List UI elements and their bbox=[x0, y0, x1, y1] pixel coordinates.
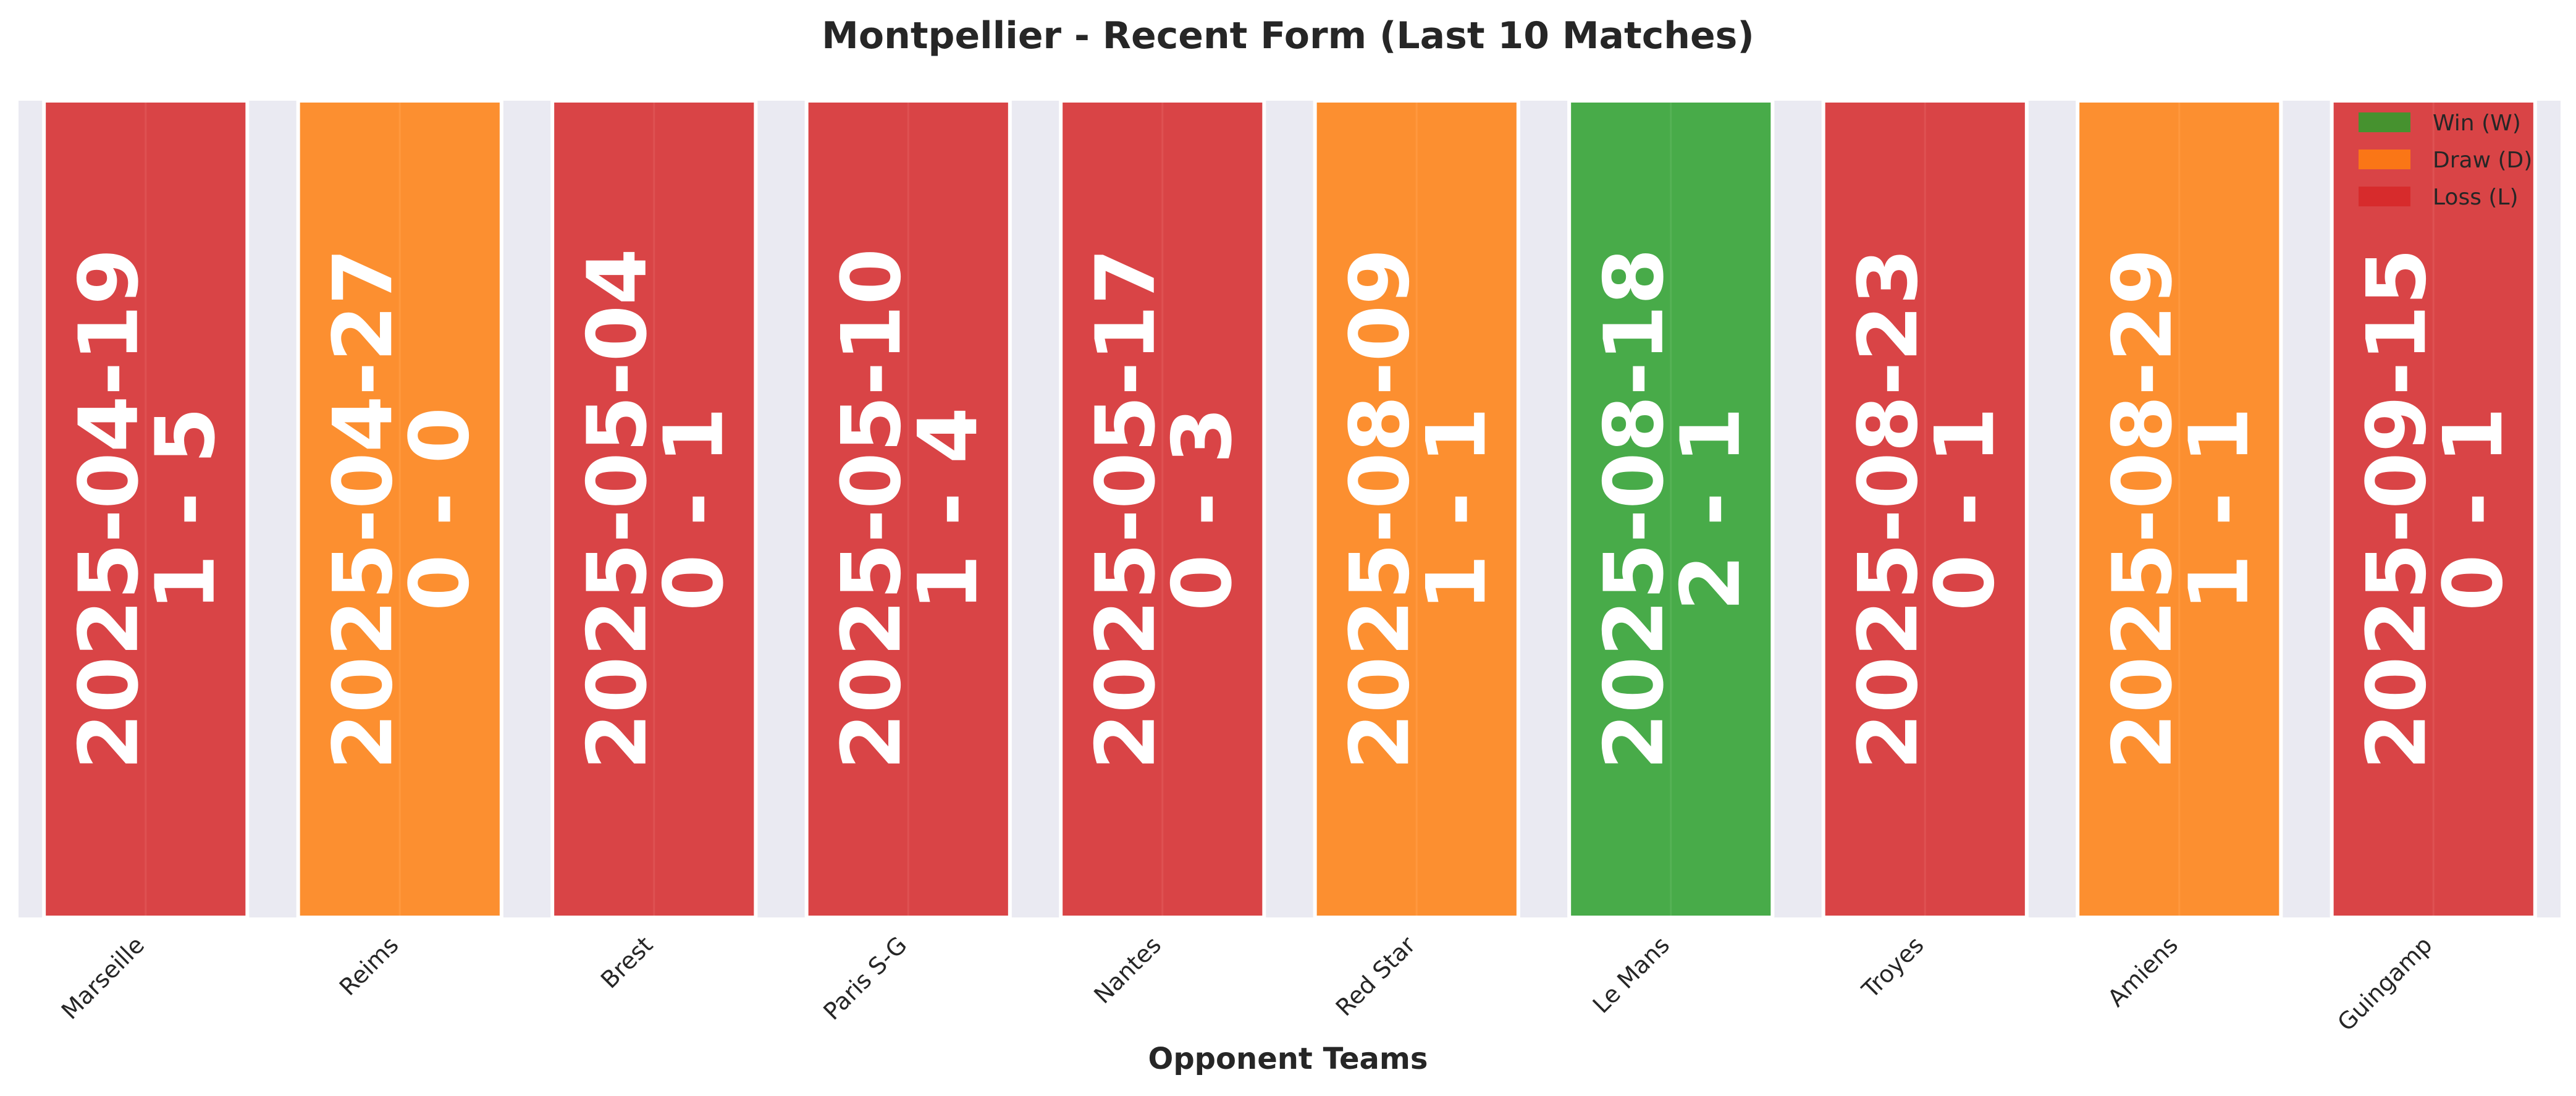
match-date-label: 2025-04-27 bbox=[316, 248, 411, 770]
legend-label: Loss (L) bbox=[2433, 185, 2519, 210]
bar bbox=[296, 99, 503, 919]
bar bbox=[550, 99, 758, 919]
legend-swatch bbox=[2359, 187, 2410, 206]
bar bbox=[1567, 99, 1775, 919]
match-date-label: 2025-04-19 bbox=[62, 248, 157, 770]
bar bbox=[42, 99, 250, 919]
bar-label: 2025-09-150 - 1 bbox=[2349, 248, 2521, 770]
bar-label: 2025-04-191 - 5 bbox=[62, 248, 234, 770]
bar-label: 2025-08-291 - 1 bbox=[2095, 248, 2267, 770]
match-score-label: 0 - 1 bbox=[1917, 407, 2013, 611]
bar bbox=[1313, 99, 1520, 919]
legend-swatch bbox=[2359, 150, 2410, 169]
match-score-label: 1 - 1 bbox=[2172, 407, 2267, 611]
x-tick-label: Reims bbox=[334, 931, 404, 1001]
x-tick-label: Nantes bbox=[1088, 931, 1166, 1009]
match-date-label: 2025-05-17 bbox=[1079, 248, 1174, 770]
x-tick-label: Le Mans bbox=[1588, 931, 1675, 1018]
legend-label: Win (W) bbox=[2433, 111, 2521, 136]
legend-item: Loss (L) bbox=[2359, 185, 2519, 210]
legend-item: Win (W) bbox=[2359, 111, 2521, 136]
match-score-label: 0 - 0 bbox=[392, 407, 487, 611]
x-tick-label: Paris S-G bbox=[818, 931, 912, 1025]
x-tick-label: Marseille bbox=[56, 931, 149, 1024]
match-date-label: 2025-08-18 bbox=[1587, 248, 1682, 770]
x-tick-labels: Marseille Reims Brest Paris S-G Nantes Red St… bbox=[56, 931, 2438, 1036]
match-score-label: 1 - 4 bbox=[901, 407, 996, 611]
bar-label: 2025-05-040 - 1 bbox=[570, 248, 742, 770]
x-tick-label: Brest bbox=[596, 931, 658, 993]
bar-labels: 2025-04-191 - 5 2025-04-270 - 0 2025-05-04… bbox=[62, 248, 2522, 770]
bar-label: 2025-08-230 - 1 bbox=[1841, 248, 2013, 770]
bar bbox=[804, 99, 1012, 919]
match-score-label: 0 - 1 bbox=[2426, 407, 2521, 611]
match-date-label: 2025-08-09 bbox=[1332, 248, 1428, 770]
match-score-label: 1 - 5 bbox=[138, 407, 234, 611]
legend-item: Draw (D) bbox=[2359, 148, 2532, 173]
match-date-label: 2025-05-10 bbox=[824, 248, 919, 770]
chart-title: Montpellier - Recent Form (Last 10 Match… bbox=[822, 14, 1754, 57]
x-tick-label: Amiens bbox=[2102, 931, 2183, 1012]
match-score-label: 0 - 1 bbox=[647, 407, 742, 611]
x-tick-label: Guingamp bbox=[2332, 931, 2437, 1036]
match-score-label: 2 - 1 bbox=[1664, 407, 1759, 611]
bar-label: 2025-08-091 - 1 bbox=[1332, 248, 1504, 770]
bar bbox=[2330, 99, 2537, 919]
x-tick-label: Red Star bbox=[1331, 931, 1421, 1021]
x-axis-label: Opponent Teams bbox=[1148, 1042, 1428, 1076]
match-score-label: 1 - 1 bbox=[1409, 407, 1504, 611]
match-date-label: 2025-08-29 bbox=[2095, 248, 2191, 770]
match-score-label: 0 - 3 bbox=[1155, 407, 1250, 611]
legend-label: Draw (D) bbox=[2433, 148, 2532, 173]
bar-label: 2025-08-182 - 1 bbox=[1587, 248, 1759, 770]
bar-label: 2025-04-270 - 0 bbox=[316, 248, 487, 770]
match-date-label: 2025-05-04 bbox=[570, 248, 665, 770]
match-date-label: 2025-09-15 bbox=[2349, 248, 2444, 770]
legend-swatch bbox=[2359, 112, 2410, 132]
bar bbox=[1059, 99, 1266, 919]
match-date-label: 2025-08-23 bbox=[1841, 248, 1936, 770]
bar bbox=[2076, 99, 2283, 919]
bar bbox=[1821, 99, 2029, 919]
bars bbox=[42, 99, 2537, 919]
x-tick-label: Troyes bbox=[1856, 931, 1929, 1004]
bar-label: 2025-05-170 - 3 bbox=[1079, 248, 1250, 770]
bar-label: 2025-05-101 - 4 bbox=[824, 248, 996, 770]
legend: Win (W) Draw (D) Loss (L) bbox=[2359, 111, 2532, 210]
